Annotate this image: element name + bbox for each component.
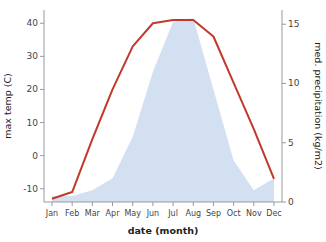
chart-svg: -10 0 10 20 30 40 0 5 10 15 Jan Feb Mar AprMay Jun Jul A…	[0, 0, 326, 242]
x-tick-label: Oct	[227, 209, 241, 218]
x-axis-line	[44, 202, 282, 203]
x-tick-label: Feb	[65, 209, 79, 218]
y2-tick-label: 0	[288, 197, 294, 207]
x-tick-label: Jul	[167, 209, 178, 218]
y2-tick-label: 15	[288, 19, 299, 29]
y-axis-label: max temp (C)	[2, 73, 13, 139]
x-tick-label: Aug	[185, 209, 201, 218]
y2-tick	[282, 83, 286, 84]
x-tick-label: Nov	[246, 209, 262, 218]
y-tick-label: -10	[23, 184, 38, 194]
y2-axis-line	[282, 10, 283, 202]
y2-tick-label: 10	[288, 78, 300, 88]
y-tick	[40, 23, 44, 24]
x-tick	[274, 202, 275, 206]
temp-line	[52, 20, 274, 199]
x-tick	[72, 202, 73, 206]
x-tick	[233, 202, 234, 206]
x-tick	[193, 202, 194, 206]
x-tick-label: Dec	[266, 209, 281, 218]
plot-area	[52, 18, 274, 202]
x-tick	[253, 202, 254, 206]
y-tick	[40, 122, 44, 123]
x-tick	[173, 202, 174, 206]
y-tick-label: 0	[32, 151, 38, 161]
y2-tick	[282, 142, 286, 143]
y-tick-label: 10	[27, 118, 39, 128]
x-tick	[52, 202, 53, 206]
x-tick-label: Apr	[106, 209, 121, 218]
y2-tick	[282, 202, 286, 203]
y2-axis-label: med. precipitation (kg/m2)	[313, 42, 324, 169]
chart-container: -10 0 10 20 30 40 0 5 10 15 Jan Feb Mar AprMay Jun Jul A…	[0, 0, 326, 242]
precip-area	[52, 18, 274, 202]
y2-tick-label: 5	[288, 138, 294, 148]
x-tick-label: May	[124, 209, 141, 218]
y-tick-label: 30	[27, 51, 39, 61]
x-axis-label: date (month)	[128, 225, 199, 236]
y-tick-label: 40	[27, 18, 39, 28]
x-tick-label: Jan	[45, 209, 58, 218]
page: Chart html, body { margin: 0; padding: 0…	[0, 0, 326, 242]
x-tick	[112, 202, 113, 206]
y-axis-line	[44, 10, 45, 202]
y-tick	[40, 155, 44, 156]
y-tick-label: 20	[27, 84, 39, 94]
y-tick	[40, 188, 44, 189]
x-tick	[92, 202, 93, 206]
x-tick-label: Mar	[85, 209, 101, 218]
x-tick-label: Sep	[206, 209, 221, 218]
y-tick	[40, 56, 44, 57]
x-tick	[213, 202, 214, 206]
x-tick-label: Jun	[146, 209, 160, 218]
y2-tick	[282, 24, 286, 25]
x-tick	[152, 202, 153, 206]
y-tick	[40, 89, 44, 90]
page-body: {"chart_data": {"type": "line", "xlabel"…	[0, 0, 326, 242]
x-tick	[132, 202, 133, 206]
